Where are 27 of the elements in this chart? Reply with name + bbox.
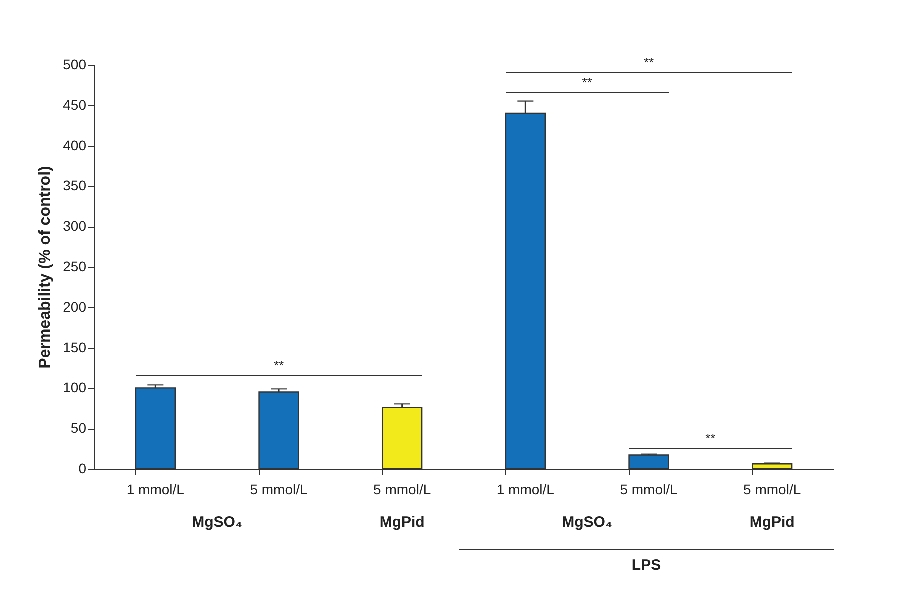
y-tick-label: 450: [63, 96, 87, 113]
x-tick-label: 5 mmol/L: [250, 482, 308, 498]
annotation: **: [582, 75, 592, 90]
y-tick-label: 50: [70, 420, 87, 436]
y-tick-label: 200: [63, 298, 87, 315]
x-tick-label: 1 mmol/L: [496, 482, 555, 498]
y-tick-label: 250: [63, 258, 87, 274]
y-tick-label: 300: [63, 218, 87, 234]
text: MgSO₄: [192, 514, 243, 531]
text: MgPid: [750, 514, 795, 531]
text: MgPid: [380, 514, 425, 531]
text: LPS: [632, 557, 662, 574]
y-tick-label: 400: [63, 137, 87, 154]
y-tick-label: 150: [63, 339, 87, 356]
x-tick-label: 5 mmol/L: [744, 482, 802, 498]
y-axis-title: Permeability (% of control): [37, 166, 54, 369]
y-tick-label: 350: [63, 178, 87, 194]
y-tick-label: 0: [78, 460, 87, 476]
annotation: **: [644, 55, 654, 70]
x-tick-label: 1 mmol/L: [126, 482, 185, 498]
y-tick-label: 100: [63, 380, 87, 396]
annotation: **: [274, 358, 284, 374]
text: MgSO₄: [562, 514, 613, 531]
annotation: **: [706, 430, 716, 446]
x-tick-label: 5 mmol/L: [620, 482, 678, 498]
x-tick-label: 5 mmol/L: [374, 482, 432, 498]
y-tick-label: 500: [63, 56, 87, 72]
